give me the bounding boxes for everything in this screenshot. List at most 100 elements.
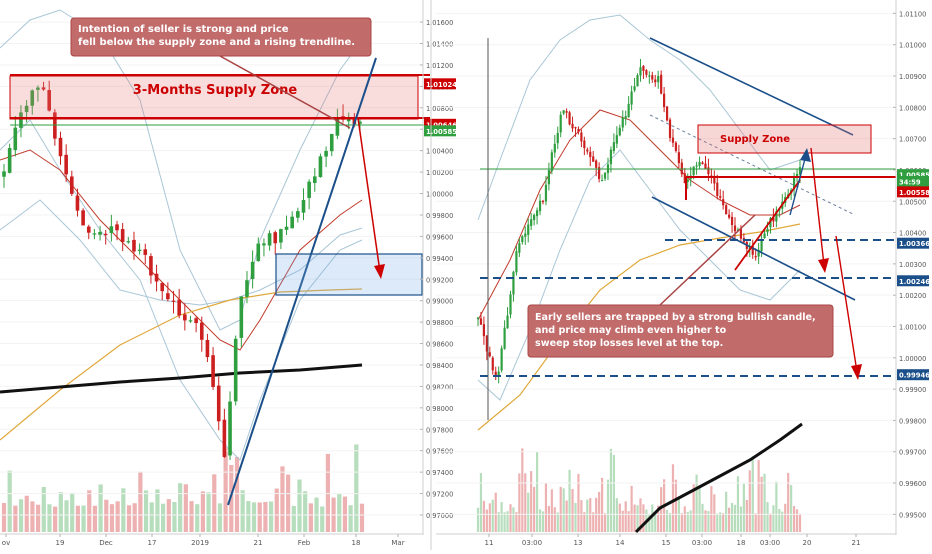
callout-text: Early sellers are trapped by a strong bu… [535,312,816,349]
price-label: 1.00585 [426,128,457,136]
volume-bar [550,489,553,532]
left-chart-panel: 3-Months Supply Zone Intention of seller … [0,0,457,550]
volume-bar [615,498,618,532]
candle-body [482,324,486,337]
candle-body [533,214,536,221]
candle-body [86,226,91,233]
volume-bar [518,473,521,532]
right-time-axis: 11 03:00 13 14 15 03:00 18 03:00 20 21 [436,533,896,547]
candle-body [36,87,40,90]
price-label-box [897,176,929,188]
volume-bar [81,505,86,532]
volume-bar [229,464,234,532]
volume-bar [671,464,675,532]
price-label: 1.00646 [426,121,457,129]
candle-body [654,79,657,83]
volume-bar [479,473,483,532]
volume-bar [583,512,586,532]
candle-body [671,137,675,143]
volume-bar [589,498,592,532]
x-tick-label: 15 [662,539,671,547]
price-label: 1.00366 [899,240,930,248]
volume-bar [87,490,92,532]
candle-body [188,320,193,322]
callout-pointer [219,55,351,129]
volume-bar [308,503,313,532]
y-tick-label: 1.00800 [899,104,926,112]
candle-body [132,239,136,252]
candle-body [518,243,521,253]
volume-bar [748,470,751,532]
candle-body [494,371,497,377]
volume-bar [497,512,500,532]
y-tick-label: 1.01600 [426,19,453,27]
candle-body [571,123,574,129]
volume-bar [568,469,571,532]
volume-bar [92,505,98,532]
supply-zone [697,124,872,154]
candle-body [41,87,46,90]
candle-body [491,357,494,371]
price-label: 1.01024 [426,81,457,89]
candle-body [565,111,568,113]
candle-body [609,149,613,165]
candle-body [733,225,737,232]
y-tick-label: 0.99900 [899,386,926,394]
volume-bar [674,479,678,532]
volume-bar [565,500,568,532]
candle-body [559,114,562,133]
volume-bar [75,505,80,532]
candle-body [716,182,719,196]
volume-bar [183,484,188,532]
candle-body [541,200,545,203]
volume-bar [600,477,604,532]
volume-bar [562,488,565,532]
volume-bar [781,511,784,532]
candle-body [657,75,660,83]
volume-bar [541,511,545,532]
candle-body [47,90,52,111]
candle-body [120,229,125,242]
volume-bar [772,505,775,532]
volume-bar [348,505,353,532]
volume-bar [766,502,769,532]
right-price-axis: 1.011001.010001.009001.008001.007001.006… [893,0,930,535]
volume-bar [7,470,12,532]
volume-bar [35,504,41,532]
callout-line: Early sellers are trapped by a strong bu… [535,312,816,323]
candle-body [109,226,114,234]
candle-body [13,127,18,151]
volume-bar [200,491,205,532]
volume-bar [603,513,607,532]
volume-bar [795,509,799,532]
y-tick-label: 0.99800 [899,417,926,425]
candle-body [515,251,518,273]
candle-body [651,75,654,80]
candle-body [792,177,796,190]
volume-bar [559,486,562,532]
x-tick-label: 20 [803,539,812,547]
volume-bar [657,505,660,532]
rising-trendline [227,57,377,506]
y-tick-label: 1.01200 [426,62,453,70]
volume-bar [325,453,331,532]
callout-box [527,304,834,358]
callout-text: Intention of seller is strong and price f… [78,24,355,48]
callout-pointer [659,214,756,306]
y-tick-label: 1.00300 [899,261,926,269]
y-tick-label: 0.98800 [426,319,453,327]
volume-bar [494,492,497,532]
candle-body [568,112,571,125]
candle-body [160,283,165,292]
candle-body [766,228,769,233]
volume-bar [178,483,183,532]
volume-bar [30,501,35,532]
price-label-box [897,169,929,181]
volume-bar [109,504,115,532]
volume-bar [512,507,515,532]
y-tick-label: 0.97200 [426,491,453,499]
volume-bar [790,485,793,532]
volume-bar [651,504,654,532]
volume-bar [280,466,285,532]
volume-bar [730,502,734,532]
